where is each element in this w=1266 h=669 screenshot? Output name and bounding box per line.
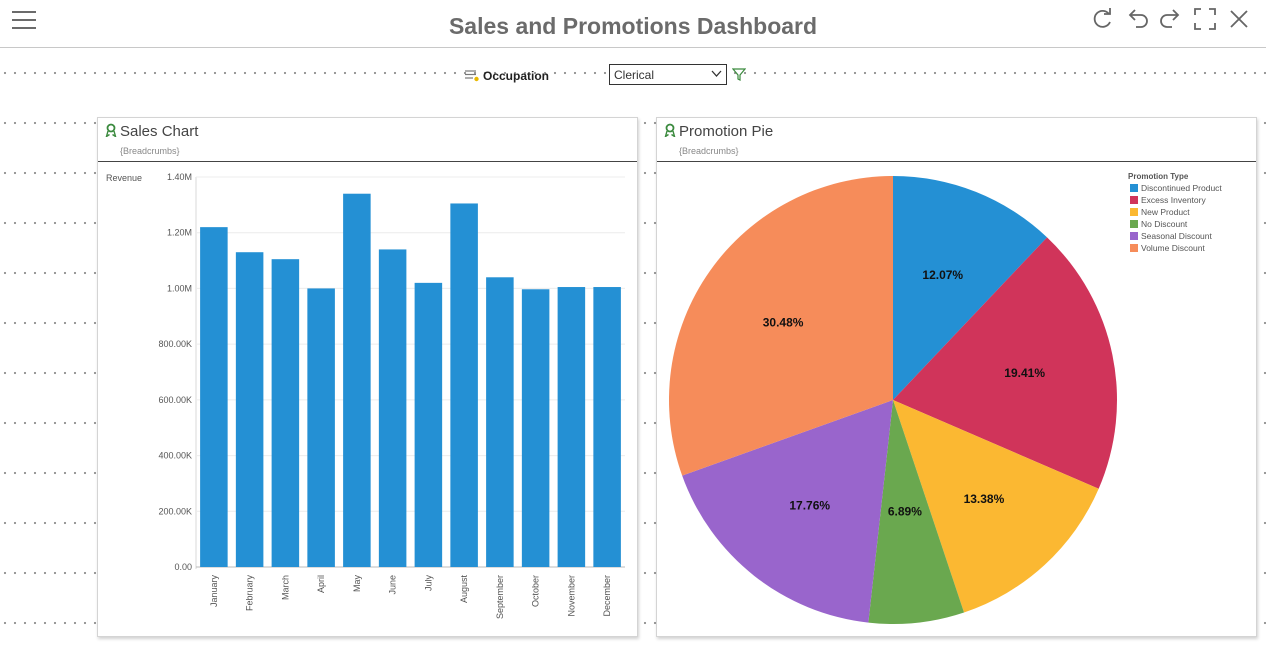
pie-slice-seasonal-discount[interactable]	[682, 400, 893, 623]
legend-title: Promotion Type	[1128, 172, 1189, 181]
undo-icon[interactable]	[1124, 6, 1150, 32]
bar-may[interactable]	[343, 193, 371, 567]
x-tick-label: April	[316, 575, 326, 593]
slice-label: 30.48%	[763, 316, 804, 330]
bar-september[interactable]	[486, 277, 514, 567]
legend-swatch	[1130, 244, 1138, 252]
x-tick-label: August	[459, 575, 469, 604]
header: Sales and Promotions Dashboard	[0, 0, 1266, 48]
occupation-select[interactable]: Clerical	[609, 64, 727, 85]
y-tick-label: 1.20M	[167, 228, 192, 238]
sales-bar-chart: Revenue 0.00 200.00K 400.00K 600.00K 800.00K…	[106, 172, 625, 619]
bar-march[interactable]	[271, 259, 300, 567]
bar-december[interactable]	[593, 287, 621, 567]
bar-february[interactable]	[235, 252, 264, 567]
legend-item[interactable]: Volume Discount	[1141, 243, 1205, 253]
legend-item[interactable]: Seasonal Discount	[1141, 231, 1213, 241]
legend-swatch	[1130, 196, 1138, 204]
close-icon[interactable]	[1226, 6, 1252, 32]
ribbon-icon	[105, 123, 117, 137]
occupation-label: Occupation	[483, 69, 550, 83]
y-tick-label: 1.40M	[167, 172, 192, 182]
redo-icon[interactable]	[1158, 6, 1184, 32]
x-tick-label: May	[352, 575, 362, 593]
legend-item[interactable]: No Discount	[1141, 219, 1188, 229]
promotion-pie-breadcrumbs: {Breadcrumbs}	[679, 146, 739, 156]
y-tick-label: 800.00K	[158, 339, 192, 349]
promotion-pie-panel: Promotion Pie {Breadcrumbs} 12.07% 19.41%…	[656, 117, 1257, 637]
pie-slice-new-product[interactable]	[893, 400, 1099, 613]
funnel-icon[interactable]	[732, 68, 746, 82]
legend-item[interactable]: New Product	[1141, 207, 1190, 217]
pie-slice-excess-inventory[interactable]	[893, 237, 1117, 489]
x-tick-label: June	[388, 575, 398, 595]
sales-chart-title: Sales Chart	[120, 123, 199, 140]
bar-october[interactable]	[521, 289, 550, 567]
chevron-down-icon	[711, 70, 722, 77]
fullscreen-icon[interactable]	[1192, 6, 1218, 32]
bar-july[interactable]	[414, 282, 443, 567]
pie-slice-discontinued-product[interactable]	[893, 176, 1048, 400]
x-tick-label: September	[495, 575, 505, 619]
refresh-icon[interactable]	[1090, 6, 1116, 32]
pie-slice-no-discount[interactable]	[868, 400, 965, 624]
pie-slice-volume-discount[interactable]	[669, 176, 893, 476]
slice-label: 13.38%	[964, 492, 1005, 506]
slice-label: 17.76%	[789, 498, 830, 512]
legend-swatch	[1130, 232, 1138, 240]
legend-item[interactable]: Excess Inventory	[1141, 195, 1206, 205]
legend-swatch	[1130, 220, 1138, 228]
page-title: Sales and Promotions Dashboard	[448, 13, 818, 39]
x-tick-label: March	[280, 575, 290, 600]
bar-august[interactable]	[450, 203, 478, 567]
divider	[98, 161, 637, 162]
promotion-pie-title: Promotion Pie	[679, 123, 774, 140]
y-tick-label: 0.00	[174, 562, 192, 572]
y-tick-label: 200.00K	[158, 506, 192, 516]
promotion-pie-chart: 12.07% 19.41% 13.38% 6.89% 17.76% 30.48% Prom…	[669, 172, 1222, 624]
bar-april[interactable]	[307, 288, 335, 567]
x-tick-label: October	[531, 575, 541, 607]
slice-label: 19.41%	[1004, 366, 1045, 380]
x-tick-label: July	[423, 575, 433, 592]
legend-swatch	[1130, 184, 1138, 192]
legend-item[interactable]: Discontinued Product	[1141, 183, 1222, 193]
y-tick-label: 400.00K	[158, 451, 192, 461]
y-axis-label: Revenue	[106, 173, 142, 183]
slice-label: 12.07%	[922, 268, 963, 282]
slice-label: 6.89%	[888, 504, 922, 518]
menu-icon[interactable]	[12, 10, 36, 30]
list-filter-icon	[465, 70, 479, 82]
sales-chart-panel: Sales Chart {Breadcrumbs} Revenue 0.00 20…	[97, 117, 638, 637]
x-tick-label: November	[566, 575, 576, 617]
bar-november[interactable]	[557, 287, 586, 567]
sales-chart-breadcrumbs: {Breadcrumbs}	[120, 146, 180, 156]
toolbar	[1090, 6, 1252, 34]
x-tick-label: January	[209, 575, 219, 608]
legend-swatch	[1130, 208, 1138, 216]
divider	[657, 161, 1256, 162]
ribbon-icon	[664, 123, 676, 137]
x-tick-label: December	[602, 575, 612, 617]
y-tick-label: 600.00K	[158, 395, 192, 405]
y-tick-label: 1.00M	[167, 283, 192, 293]
bar-january[interactable]	[200, 227, 228, 567]
x-tick-label: February	[245, 575, 255, 612]
bar-june[interactable]	[378, 249, 407, 567]
occupation-select-value: Clerical	[614, 68, 655, 82]
